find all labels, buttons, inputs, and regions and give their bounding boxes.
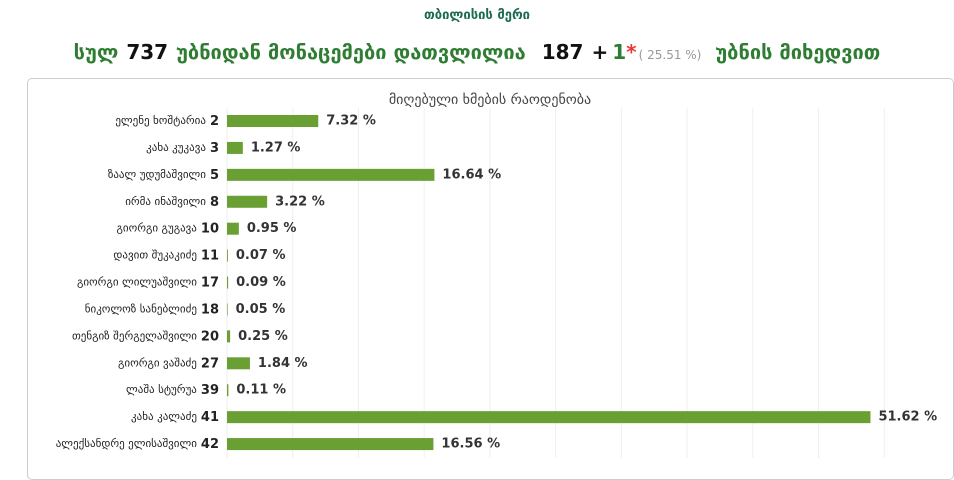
category-number: 41 [201,410,219,425]
value-label: 1.27 % [251,140,301,155]
bar [227,330,231,343]
plus: + [591,40,609,64]
category-name: ალექსანდრე ელისაშვილი [56,437,197,450]
category-label: ზაალ უდუმაშვილი 5 [108,167,219,182]
category-number: 18 [201,302,219,317]
category-number: 3 [210,140,219,155]
category-label: ირმა ინაშვილი 8 [125,194,219,209]
value-label: 16.64 % [442,167,501,182]
page-title: თბილისის მერი [424,8,530,23]
category-name: კახა კალაძე [131,410,197,423]
bar [227,438,434,451]
bar [227,411,871,424]
value-label: 51.62 % [878,410,937,425]
category-name: ნიკოლოზ სანებლიძე [85,302,197,315]
category-label: გიორგი ვაშაძე 27 [118,356,219,371]
grid [226,108,885,458]
bar [227,303,228,316]
chart: მიღებული ხმების რაოდენობა ელენე ხოშტარია… [56,91,937,458]
bar [227,384,229,397]
bar [227,141,243,154]
bar [227,357,250,370]
bar [227,115,319,127]
value-label: 3.22 % [275,194,325,209]
category-label: გიორგი ლილუაშვილი 17 [77,275,219,290]
category-number: 2 [210,114,219,129]
counted: 187 [541,40,584,64]
category-label: ალექსანდრე ელისაშვილი 42 [56,437,219,452]
category-name: ზაალ უდუმაშვილი [108,168,206,181]
value-label: 0.07 % [236,248,286,263]
counted-label: უბნიდან მონაცემები დათვლილია [176,40,526,64]
value-label: 0.09 % [236,275,286,290]
total-label: სულ [73,40,119,64]
category-label: ელენე ხოშტარია 2 [115,114,219,129]
chart-title: მიღებული ხმების რაოდენობა [389,91,591,108]
category-number: 8 [210,194,219,209]
value-label: 0.25 % [238,329,288,344]
category-number: 17 [201,275,219,290]
value-label: 0.05 % [236,302,286,317]
value-label: 0.95 % [247,221,297,236]
category-number: 10 [201,221,219,236]
category-number: 20 [201,329,219,344]
category-number: 11 [201,248,219,263]
category-name: გიორგი ვაშაძე [118,356,197,369]
category-label: გიორგი გუგავა 10 [116,221,219,236]
category-label: კახა კუკავა 3 [146,140,219,155]
bar [227,222,239,235]
category-label: ნიკოლოზ სანებლიძე 18 [85,302,219,317]
category-number: 42 [201,437,219,452]
value-label: 7.32 % [326,114,376,129]
category-name: ლაშა სტურუა [126,383,197,396]
percent: ( 25.51 %) [638,48,702,62]
category-label: თენგიზ შერგელაშვილი 20 [72,329,219,344]
total: 737 [126,40,169,64]
summary: სულ 737 უბნიდან მონაცემები დათვლილია 187 +1*… [0,40,954,64]
category-number: 39 [201,383,219,398]
star: * [626,40,637,64]
category-label: კახა კალაძე 41 [131,410,219,425]
bar [227,195,268,208]
page: თბილისის მერი სულ 737 უბნიდან მონაცემები დ… [0,8,954,480]
category-name: გიორგი გუგავა [116,222,197,235]
value-label: 16.56 % [441,437,500,452]
category-name: თენგიზ შერგელაშვილი [72,329,197,342]
bar [227,168,435,181]
category-label: დავით შუკაკიძე 11 [113,248,219,263]
category-name: კახა კუკავა [146,141,206,154]
category-label: ლაშა სტურუა 39 [126,383,219,398]
bar [227,276,229,289]
category-name: ელენე ხოშტარია [115,114,206,127]
category-number: 5 [210,167,219,182]
category-name: ირმა ინაშვილი [125,195,206,208]
bar [227,249,228,262]
category-number: 27 [201,356,219,371]
category-name: დავით შუკაკიძე [113,249,197,262]
value-label: 0.11 % [236,383,286,398]
category-name: გიორგი ლილუაშვილი [77,276,197,289]
suffix: უბნის მიხედვით [715,40,881,64]
value-label: 1.84 % [258,356,308,371]
extra: 1 [612,40,627,64]
